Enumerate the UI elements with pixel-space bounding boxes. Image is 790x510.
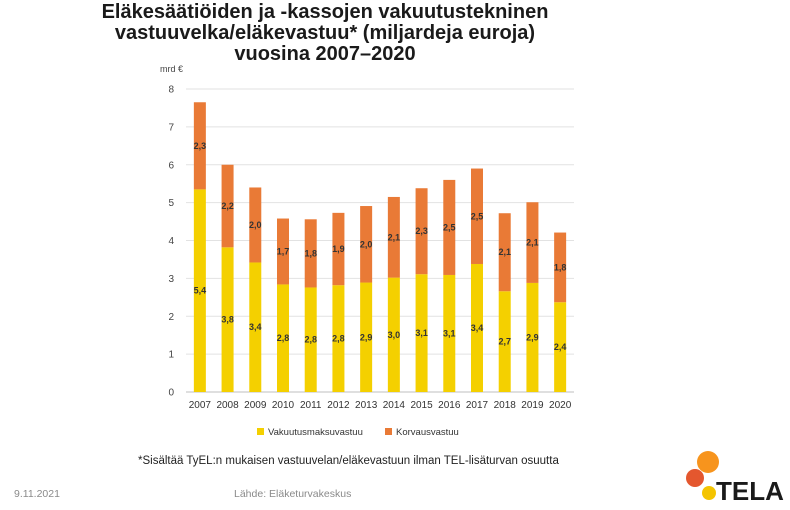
legend-swatch	[257, 428, 264, 435]
bar-vakuutusmaksuvastuu	[526, 282, 539, 392]
data-label: 3,8	[221, 315, 234, 325]
data-label: 2,1	[526, 238, 539, 248]
x-tick-label: 2014	[383, 400, 406, 411]
bar-vakuutusmaksuvastuu	[443, 274, 456, 392]
bar-vakuutusmaksuvastuu	[304, 287, 317, 392]
footnote: *Sisältää TyEL:n mukaisen vastuuvelan/el…	[138, 455, 559, 467]
bar-korvausvastuu	[387, 196, 400, 278]
y-tick-label: 8	[168, 85, 174, 96]
data-label: 2,9	[360, 332, 373, 342]
footer-source: Lähde: Eläketurvakeskus	[234, 488, 352, 500]
logo-red-dot-icon	[686, 469, 704, 487]
bar-korvausvastuu	[526, 202, 539, 283]
y-tick-label: 5	[168, 198, 174, 209]
x-tick-label: 2020	[549, 400, 572, 411]
bar-korvausvastuu	[471, 168, 483, 264]
data-label: 2,8	[332, 334, 345, 344]
bar-vakuutusmaksuvastuu	[277, 284, 289, 392]
bar-vakuutusmaksuvastuu	[387, 277, 400, 392]
bar-vakuutusmaksuvastuu	[360, 282, 373, 392]
x-tick-label: 2016	[438, 400, 461, 411]
x-tick-label: 2007	[189, 400, 212, 411]
bar-vakuutusmaksuvastuu	[221, 247, 234, 392]
y-tick-label: 7	[168, 122, 174, 133]
data-label: 2,0	[249, 220, 262, 230]
y-tick-label: 1	[168, 350, 174, 361]
tela-logo: TELA	[686, 451, 784, 506]
bar-vakuutusmaksuvastuu	[498, 291, 511, 392]
x-tick-label: 2018	[494, 400, 517, 411]
data-label: 2,4	[554, 342, 567, 352]
bar-korvausvastuu	[277, 218, 289, 285]
logo-yellow-dot-icon	[702, 486, 716, 500]
data-label: 1,7	[277, 246, 290, 256]
data-label: 2,7	[498, 337, 511, 347]
y-tick-label: 4	[168, 236, 174, 247]
x-tick-label: 2019	[521, 400, 544, 411]
bar-korvausvastuu	[554, 232, 567, 303]
bar-vakuutusmaksuvastuu	[554, 302, 567, 392]
stacked-bar-chart: mrd € 0 1 2 3 4 5 6 7 8 5,4 2,3 2007 3,8 2,2 2008 3,4 2,0…	[160, 64, 574, 438]
bar-korvausvastuu	[249, 187, 262, 263]
bar-vakuutusmaksuvastuu	[471, 263, 483, 392]
data-label: 2,3	[415, 226, 428, 236]
bar-korvausvastuu	[360, 206, 373, 283]
x-tick-label: 2008	[216, 400, 239, 411]
y-tick-label: 3	[168, 274, 174, 285]
data-label: 2,2	[221, 201, 234, 211]
y-tick-label: 2	[168, 312, 174, 323]
legend-swatch	[385, 428, 392, 435]
data-label: 3,1	[415, 328, 428, 338]
data-label: 2,5	[443, 222, 456, 232]
bar-korvausvastuu	[498, 213, 511, 292]
legend-label: Korvausvastuu	[396, 427, 459, 438]
title-line-2: vastuuvelka/eläkevastuu* (miljardeja eur…	[114, 22, 536, 44]
bar-korvausvastuu	[443, 179, 456, 275]
logo-text: TELA	[716, 476, 784, 506]
data-label: 1,8	[304, 248, 317, 258]
bar-vakuutusmaksuvastuu	[332, 285, 345, 392]
chart-title: Eläkesäätiöiden ja -kassojen vakuutustek…	[60, 2, 590, 65]
y-tick-label: 0	[168, 388, 174, 399]
data-label: 2,8	[304, 335, 317, 345]
x-tick-label: 2009	[244, 400, 267, 411]
data-label: 3,0	[388, 330, 401, 340]
data-label: 2,1	[388, 232, 401, 242]
x-tick-label: 2013	[355, 400, 378, 411]
bar-vakuutusmaksuvastuu	[193, 189, 206, 392]
title-line-1: Eläkesäätiöiden ja -kassojen vakuutustek…	[101, 1, 549, 23]
data-label: 1,8	[554, 262, 567, 272]
bar-korvausvastuu	[304, 219, 317, 288]
legend-label: Vakuutusmaksuvastuu	[268, 427, 363, 438]
bar-vakuutusmaksuvastuu	[249, 262, 262, 392]
data-label: 2,3	[194, 141, 207, 151]
logo-orange-dot-icon	[697, 451, 719, 473]
data-label: 3,1	[443, 328, 456, 338]
x-tick-label: 2011	[300, 400, 322, 411]
data-label: 2,8	[277, 333, 290, 343]
x-tick-label: 2017	[466, 400, 489, 411]
data-label: 2,0	[360, 239, 373, 249]
data-label: 2,9	[526, 332, 539, 342]
data-label: 3,4	[249, 322, 262, 332]
x-tick-label: 2015	[410, 400, 433, 411]
x-tick-label: 2010	[272, 400, 295, 411]
bar-korvausvastuu	[193, 102, 206, 190]
data-label: 5,4	[194, 286, 207, 296]
data-label: 2,1	[498, 247, 511, 257]
data-label: 3,4	[471, 323, 484, 333]
y-tick-label: 6	[168, 160, 174, 171]
bar-korvausvastuu	[332, 212, 345, 286]
x-tick-label: 2012	[327, 400, 350, 411]
footer-date: 9.11.2021	[14, 488, 60, 500]
title-line-3: vuosina 2007–2020	[234, 43, 416, 65]
bar-vakuutusmaksuvastuu	[415, 274, 428, 392]
data-label: 1,9	[332, 244, 345, 254]
data-label: 2,5	[471, 211, 484, 221]
bar-korvausvastuu	[221, 164, 234, 248]
y-unit-label: mrd €	[160, 64, 183, 74]
bar-korvausvastuu	[415, 188, 428, 275]
